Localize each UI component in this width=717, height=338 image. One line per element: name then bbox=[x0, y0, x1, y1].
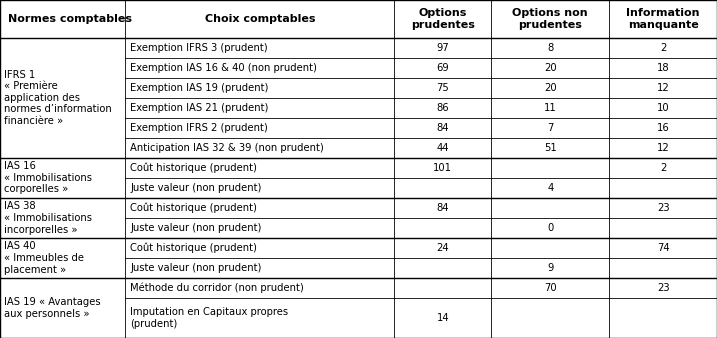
Text: 7: 7 bbox=[547, 123, 554, 133]
Text: IAS 19 « Avantages
aux personnels »: IAS 19 « Avantages aux personnels » bbox=[4, 297, 100, 319]
Text: 97: 97 bbox=[437, 43, 449, 53]
Text: Options
prudentes: Options prudentes bbox=[411, 8, 475, 30]
Text: 86: 86 bbox=[437, 103, 449, 113]
Text: Coût historique (prudent): Coût historique (prudent) bbox=[130, 203, 257, 213]
Text: IFRS 1
« Première
application des
normes d’information
financière »: IFRS 1 « Première application des normes… bbox=[4, 70, 112, 126]
Text: 51: 51 bbox=[544, 143, 556, 153]
Text: 0: 0 bbox=[547, 223, 554, 233]
Text: 20: 20 bbox=[544, 63, 556, 73]
Text: 11: 11 bbox=[544, 103, 556, 113]
Text: 2: 2 bbox=[660, 163, 666, 173]
Text: 84: 84 bbox=[437, 203, 449, 213]
Text: Coût historique (prudent): Coût historique (prudent) bbox=[130, 163, 257, 173]
Text: 74: 74 bbox=[657, 243, 670, 253]
Text: Méthode du corridor (non prudent): Méthode du corridor (non prudent) bbox=[130, 283, 304, 293]
Text: 2: 2 bbox=[660, 43, 666, 53]
Text: Juste valeur (non prudent): Juste valeur (non prudent) bbox=[130, 263, 262, 273]
Text: Juste valeur (non prudent): Juste valeur (non prudent) bbox=[130, 223, 262, 233]
Text: 84: 84 bbox=[437, 123, 449, 133]
Text: 24: 24 bbox=[437, 243, 449, 253]
Text: 16: 16 bbox=[657, 123, 670, 133]
Text: 8: 8 bbox=[547, 43, 554, 53]
Text: 10: 10 bbox=[657, 103, 670, 113]
Text: 101: 101 bbox=[433, 163, 452, 173]
Text: 44: 44 bbox=[437, 143, 449, 153]
Text: Normes comptables: Normes comptables bbox=[8, 14, 132, 24]
Text: IAS 16
« Immobilisations
corporelles »: IAS 16 « Immobilisations corporelles » bbox=[4, 161, 92, 194]
Text: Options non
prudentes: Options non prudentes bbox=[513, 8, 588, 30]
Text: Exemption IFRS 3 (prudent): Exemption IFRS 3 (prudent) bbox=[130, 43, 268, 53]
Text: Exemption IAS 19 (prudent): Exemption IAS 19 (prudent) bbox=[130, 83, 269, 93]
Text: Exemption IFRS 2 (prudent): Exemption IFRS 2 (prudent) bbox=[130, 123, 268, 133]
Text: 69: 69 bbox=[437, 63, 449, 73]
Text: 23: 23 bbox=[657, 203, 670, 213]
Text: 70: 70 bbox=[544, 283, 556, 293]
Text: 18: 18 bbox=[657, 63, 670, 73]
Text: IAS 38
« Immobilisations
incorporelles »: IAS 38 « Immobilisations incorporelles » bbox=[4, 201, 92, 235]
Text: Juste valeur (non prudent): Juste valeur (non prudent) bbox=[130, 183, 262, 193]
Text: 12: 12 bbox=[657, 143, 670, 153]
Text: Coût historique (prudent): Coût historique (prudent) bbox=[130, 243, 257, 253]
Text: IAS 40
« Immeubles de
placement »: IAS 40 « Immeubles de placement » bbox=[4, 241, 84, 274]
Text: 4: 4 bbox=[547, 183, 554, 193]
Text: Choix comptables: Choix comptables bbox=[204, 14, 315, 24]
Text: Information
manquante: Information manquante bbox=[627, 8, 700, 30]
Text: 20: 20 bbox=[544, 83, 556, 93]
Text: 75: 75 bbox=[437, 83, 449, 93]
Text: 12: 12 bbox=[657, 83, 670, 93]
Text: 14: 14 bbox=[437, 313, 449, 323]
Text: Anticipation IAS 32 & 39 (non prudent): Anticipation IAS 32 & 39 (non prudent) bbox=[130, 143, 324, 153]
Text: 9: 9 bbox=[547, 263, 554, 273]
Text: Imputation en Capitaux propres
(prudent): Imputation en Capitaux propres (prudent) bbox=[130, 307, 289, 329]
Text: Exemption IAS 16 & 40 (non prudent): Exemption IAS 16 & 40 (non prudent) bbox=[130, 63, 318, 73]
Text: Exemption IAS 21 (prudent): Exemption IAS 21 (prudent) bbox=[130, 103, 269, 113]
Text: 23: 23 bbox=[657, 283, 670, 293]
